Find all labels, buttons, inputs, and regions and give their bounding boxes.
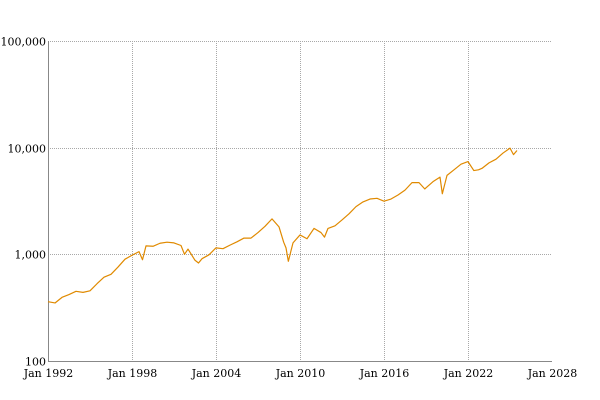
tick-labels: 100 1,000 10,000 100,000 Jan 1992 Jan 1998 Jan… xyxy=(1,36,578,381)
x-tick-label: Jan 2016 xyxy=(359,367,410,380)
x-tick-label: Jan 2010 xyxy=(275,367,326,380)
y-tick-label: 100,000 xyxy=(1,36,47,49)
axes xyxy=(48,41,552,362)
x-tick-label: Jan 2022 xyxy=(443,367,494,380)
x-tick-label: Jan 1998 xyxy=(107,367,158,380)
x-tick-label: Jan 1992 xyxy=(23,367,74,380)
x-tick-label: Jan 2028 xyxy=(527,367,578,380)
y-tick-label: 100 xyxy=(25,356,46,369)
series-line xyxy=(47,147,518,304)
x-tick-label: Jan 2004 xyxy=(191,367,242,380)
y-tick-label: 1,000 xyxy=(15,249,47,262)
grid-lines xyxy=(48,41,552,362)
y-tick-label: 10,000 xyxy=(8,143,47,156)
series-layer xyxy=(47,147,518,304)
